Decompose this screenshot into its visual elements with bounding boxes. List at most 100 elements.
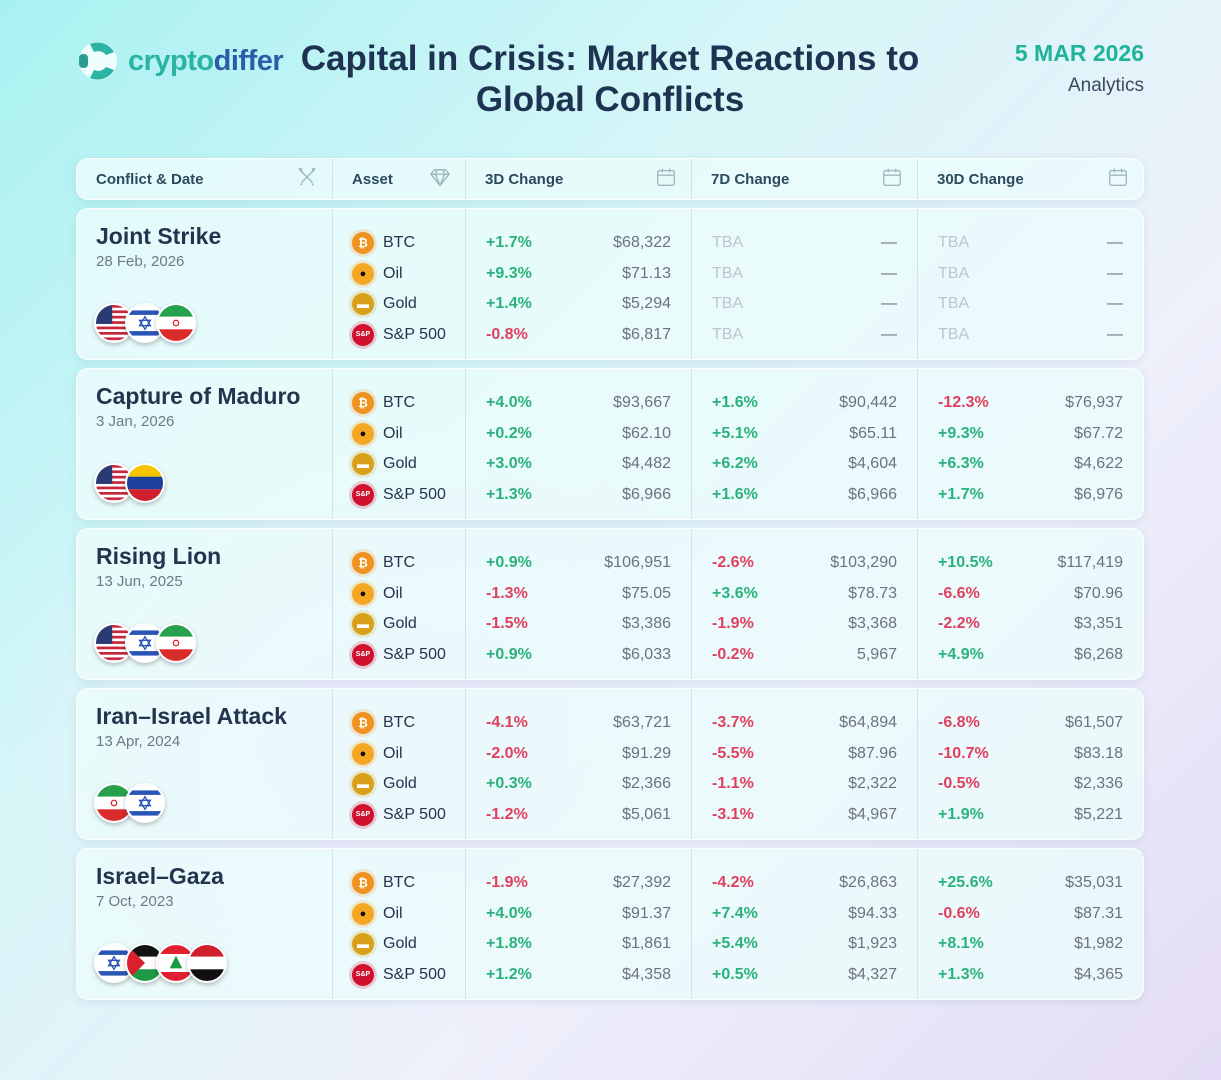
change-row: -1.9% $27,392 bbox=[466, 868, 691, 899]
percent-change: +0.2% bbox=[486, 424, 532, 442]
price-value: $3,386 bbox=[622, 615, 671, 633]
price-value: $5,294 bbox=[622, 295, 671, 313]
change-row: -1.5% $3,386 bbox=[466, 609, 691, 640]
israel-flag-icon bbox=[125, 783, 165, 823]
asset-label: Oil bbox=[383, 264, 403, 282]
asset-label: Gold bbox=[383, 935, 417, 953]
percent-change: +9.3% bbox=[938, 424, 984, 442]
price-value: $4,358 bbox=[622, 965, 671, 983]
percent-change: -6.8% bbox=[938, 714, 980, 732]
percent-change: +1.4% bbox=[486, 295, 532, 313]
change-row: TBA — bbox=[918, 289, 1143, 320]
asset-row: ₿ BTC bbox=[333, 228, 465, 259]
price-value: $87.96 bbox=[848, 744, 897, 762]
price-value: $4,622 bbox=[1074, 455, 1123, 473]
asset-label: Oil bbox=[383, 744, 403, 762]
percent-change: +4.9% bbox=[938, 645, 984, 663]
gold-bars-icon: ▬ bbox=[352, 293, 374, 316]
price-value: $117,419 bbox=[1057, 554, 1123, 572]
change-list: +25.6% $35,031 -0.6% $87.31 +8.1% $1,982 +1.3%… bbox=[918, 868, 1143, 990]
change-row: TBA — bbox=[692, 320, 917, 351]
iran-flag-icon bbox=[156, 303, 196, 343]
conflict-cell: Joint Strike 28 Feb, 2026 bbox=[77, 209, 333, 359]
asset-row: ● Oil bbox=[333, 259, 465, 290]
asset-list: ₿ BTC ● Oil ▬ Gold S&P S&P 500 bbox=[333, 868, 465, 990]
percent-change: +6.2% bbox=[712, 455, 758, 473]
change-row: +3.6% $78.73 bbox=[692, 579, 917, 610]
price-value: $65.11 bbox=[849, 424, 897, 442]
price-value: $6,966 bbox=[848, 485, 897, 503]
percent-change: +1.6% bbox=[712, 394, 758, 412]
conflict-table: Conflict & Date Asset 3D Change 7D Change 30… bbox=[76, 158, 1144, 1008]
conflict-group: Iran–Israel Attack 13 Apr, 2024 ₿ BTC ● Oil ▬ G… bbox=[76, 688, 1144, 840]
asset-label: Oil bbox=[383, 904, 403, 922]
price-value: — bbox=[881, 325, 897, 343]
change-row: +1.3% $4,365 bbox=[918, 960, 1143, 991]
page-title: Capital in Crisis: Market Reactions to G… bbox=[300, 39, 920, 119]
oil-drop-icon: ● bbox=[352, 902, 374, 925]
asset-row: ▬ Gold bbox=[333, 609, 465, 640]
logo-mark-icon bbox=[79, 42, 117, 80]
change-list: -1.9% $27,392 +4.0% $91.37 +1.8% $1,861 +1.2% $… bbox=[466, 868, 691, 990]
bitcoin-icon: ₿ bbox=[352, 712, 374, 735]
price-value: $76,937 bbox=[1065, 394, 1123, 412]
price-value: $4,365 bbox=[1074, 965, 1123, 983]
change-row: +0.9% $6,033 bbox=[466, 640, 691, 671]
change-cell-d7: -3.7% $64,894 -5.5% $87.96 -1.1% $2,322 -3.1% $… bbox=[692, 689, 918, 839]
change-list: +0.9% $106,951 -1.3% $75.05 -1.5% $3,386 +0.9%… bbox=[466, 548, 691, 670]
price-value: $4,604 bbox=[848, 455, 897, 473]
change-row: -6.8% $61,507 bbox=[918, 708, 1143, 739]
change-cell-d3: -1.9% $27,392 +4.0% $91.37 +1.8% $1,861 +1.2% $… bbox=[466, 849, 692, 999]
flag-list bbox=[94, 943, 227, 983]
change-row: TBA — bbox=[692, 228, 917, 259]
percent-change: TBA bbox=[712, 234, 744, 252]
bitcoin-icon: ₿ bbox=[352, 872, 374, 895]
percent-change: +25.6% bbox=[938, 874, 993, 892]
flag-list bbox=[94, 463, 165, 503]
change-row: +25.6% $35,031 bbox=[918, 868, 1143, 899]
percent-change: -2.6% bbox=[712, 554, 754, 572]
asset-row: ● Oil bbox=[333, 899, 465, 930]
price-value: $5,221 bbox=[1074, 805, 1123, 823]
sp500-icon: S&P bbox=[352, 483, 374, 506]
price-value: $91.37 bbox=[622, 904, 671, 922]
change-row: +1.6% $90,442 bbox=[692, 388, 917, 419]
percent-change: TBA bbox=[712, 325, 744, 343]
percent-change: -4.1% bbox=[486, 714, 528, 732]
percent-change: -1.5% bbox=[486, 615, 528, 633]
price-value: $2,366 bbox=[622, 775, 671, 793]
change-row: -0.5% $2,336 bbox=[918, 769, 1143, 800]
brand-name-a: crypto bbox=[128, 44, 214, 77]
conflict-name: Iran–Israel Attack bbox=[96, 703, 287, 729]
change-row: TBA — bbox=[692, 259, 917, 290]
price-value: $64,894 bbox=[839, 714, 897, 732]
change-row: -10.7% $83.18 bbox=[918, 739, 1143, 770]
report-subtitle: Analytics bbox=[1067, 75, 1144, 96]
price-value: $67.72 bbox=[1074, 424, 1123, 442]
percent-change: -1.3% bbox=[486, 584, 528, 602]
change-cell-d30: TBA — TBA — TBA — TBA — bbox=[918, 209, 1143, 359]
change-cell-d30: +10.5% $117,419 -6.6% $70.96 -2.2% $3,351 +4.9… bbox=[918, 529, 1143, 679]
palestine-flag-icon bbox=[125, 943, 165, 983]
change-row: +6.3% $4,622 bbox=[918, 449, 1143, 480]
change-list: +1.6% $90,442 +5.1% $65.11 +6.2% $4,604 +1.6% $… bbox=[692, 388, 917, 510]
asset-row: S&P S&P 500 bbox=[333, 960, 465, 991]
asset-list: ₿ BTC ● Oil ▬ Gold S&P S&P 500 bbox=[333, 388, 465, 510]
change-row: +8.1% $1,982 bbox=[918, 929, 1143, 960]
header-7d-change: 7D Change bbox=[692, 159, 918, 199]
change-row: +1.9% $5,221 bbox=[918, 800, 1143, 831]
change-row: +7.4% $94.33 bbox=[692, 899, 917, 930]
change-row: -2.0% $91.29 bbox=[466, 739, 691, 770]
conflict-date: 13 Apr, 2024 bbox=[96, 733, 181, 750]
percent-change: -6.6% bbox=[938, 584, 980, 602]
change-row: -2.6% $103,290 bbox=[692, 548, 917, 579]
change-row: +4.9% $6,268 bbox=[918, 640, 1143, 671]
asset-cell: ₿ BTC ● Oil ▬ Gold S&P S&P 500 bbox=[333, 849, 466, 999]
percent-change: +4.0% bbox=[486, 904, 532, 922]
asset-row: S&P S&P 500 bbox=[333, 480, 465, 511]
change-row: -3.1% $4,967 bbox=[692, 800, 917, 831]
gold-bars-icon: ▬ bbox=[352, 453, 374, 476]
flag-list bbox=[94, 303, 196, 343]
change-row: +1.4% $5,294 bbox=[466, 289, 691, 320]
price-value: $6,268 bbox=[1074, 645, 1123, 663]
